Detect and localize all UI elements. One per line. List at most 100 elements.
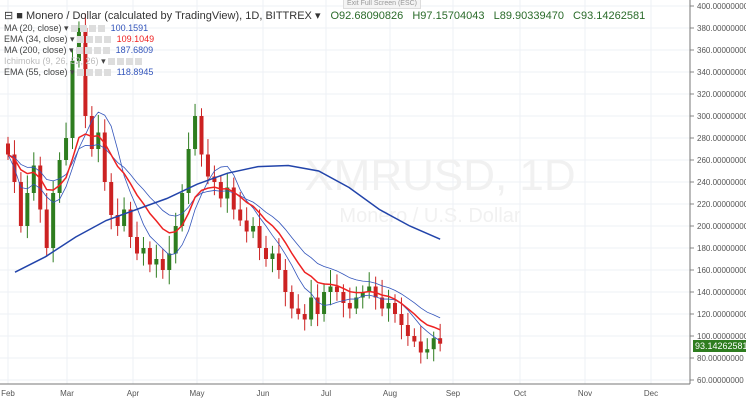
y-tick-label: 80.00000000: [697, 354, 744, 363]
candle-body: [51, 193, 56, 248]
add-icon[interactable]: [94, 69, 102, 77]
chart-legend: ⊟ ■ Monero / Dollar (calculated by Tradi…: [4, 10, 651, 78]
indicator-value: 100.1591: [110, 23, 149, 33]
close-icon[interactable]: [97, 25, 105, 33]
candle-body: [231, 187, 236, 210]
indicator-value: 109.1049: [116, 34, 155, 44]
candle-body: [102, 132, 107, 182]
candle-body: [83, 28, 88, 116]
candle-body: [238, 209, 243, 221]
candle-body: [64, 138, 69, 160]
last-price-tag: 93.14262581: [693, 340, 746, 352]
candle-body: [264, 248, 268, 259]
candle-body: [425, 349, 430, 353]
candle-body: [386, 303, 391, 309]
candle-body: [328, 286, 333, 292]
settings-icon[interactable]: [76, 69, 84, 77]
candle-body: [431, 338, 436, 350]
y-tick-label: 140.00000000: [697, 288, 746, 297]
candle-body: [70, 61, 75, 138]
close-icon[interactable]: [102, 47, 110, 55]
x-tick-label: Jun: [257, 389, 270, 398]
candle-body: [367, 286, 372, 292]
x-tick-label: Nov: [578, 389, 592, 398]
candle-body: [296, 308, 301, 314]
candle-body: [141, 248, 146, 254]
candle-body: [186, 149, 191, 193]
ema55-line: [7, 143, 441, 319]
candle-body: [283, 270, 288, 292]
candle-body: [412, 336, 417, 342]
candle-body: [276, 253, 281, 270]
visibility-icon[interactable]: [79, 25, 87, 33]
visibility-icon[interactable]: [84, 47, 92, 55]
y-tick-label: 300.00000000: [697, 112, 746, 121]
x-tick-label: Aug: [383, 389, 397, 398]
candle-body: [199, 116, 204, 155]
y-tick-label: 320.00000000: [697, 90, 746, 99]
y-tick-label: 380.00000000: [697, 24, 746, 33]
y-tick-label: 60.00000000: [697, 376, 744, 385]
candle-body: [147, 248, 152, 265]
settings-icon[interactable]: [107, 58, 115, 66]
candle-body: [109, 182, 114, 215]
close-icon[interactable]: [134, 58, 142, 66]
candle-body: [96, 132, 101, 149]
candle-body: [6, 143, 10, 155]
candle-body: [135, 237, 139, 254]
indicator-value: 187.6809: [115, 45, 154, 55]
settings-icon[interactable]: [70, 25, 78, 33]
indicator-row[interactable]: EMA (34, close) ▾ 109.1049: [4, 34, 155, 44]
candle-body: [173, 226, 178, 254]
x-tick-label: Mar: [60, 389, 74, 398]
indicator-label: Ichimoku (9, 26, 52, 26): [4, 56, 99, 66]
candle-body: [115, 215, 120, 226]
indicator-row[interactable]: MA (20, close) ▾ 100.1591: [4, 23, 149, 33]
candle-body: [334, 286, 339, 292]
watermark-name: Monero / U.S. Dollar: [339, 205, 521, 227]
indicator-value: 118.8945: [116, 67, 154, 77]
candle-body: [205, 154, 210, 177]
indicator-row[interactable]: EMA (55, close) ▾ 118.8945: [4, 67, 154, 77]
add-icon[interactable]: [88, 25, 96, 33]
candle-body: [354, 297, 359, 309]
candle-body: [154, 259, 159, 265]
candle-body: [122, 209, 127, 226]
high-value: H97.15704043: [412, 10, 485, 22]
visibility-icon[interactable]: [116, 58, 124, 66]
close-icon[interactable]: [103, 36, 111, 44]
x-tick-label: Dec: [644, 389, 658, 398]
visibility-icon[interactable]: [85, 69, 93, 77]
ema34-line: [7, 133, 441, 331]
symbol-title[interactable]: ⊟ ■ Monero / Dollar (calculated by Tradi…: [4, 10, 321, 22]
candle-body: [438, 338, 443, 344]
add-icon[interactable]: [94, 36, 102, 44]
close-icon[interactable]: [103, 69, 111, 77]
candle-body: [89, 116, 94, 149]
y-tick-label: 360.00000000: [697, 46, 746, 55]
y-tick-label: 400.00000000: [697, 2, 746, 11]
settings-icon[interactable]: [75, 47, 83, 55]
candle-body: [225, 187, 230, 199]
ma20-line: [7, 111, 441, 342]
candle-body: [418, 341, 423, 353]
indicator-label: EMA (34, close): [4, 34, 68, 44]
x-tick-label: Sep: [446, 389, 461, 398]
indicator-row[interactable]: MA (200, close) ▾ 187.6809: [4, 45, 154, 55]
candle-body: [270, 253, 275, 259]
settings-icon[interactable]: [76, 36, 84, 44]
visibility-icon[interactable]: [85, 36, 93, 44]
add-icon[interactable]: [125, 58, 133, 66]
add-icon[interactable]: [93, 47, 101, 55]
candle-body: [167, 253, 172, 270]
candle-body: [399, 314, 404, 325]
candle-body: [393, 303, 397, 314]
indicator-row[interactable]: Ichimoku (9, 26, 52, 26) ▾: [4, 56, 651, 67]
y-tick-label: 120.00000000: [697, 310, 746, 319]
y-tick-label: 280.00000000: [697, 134, 746, 143]
y-tick-label: 160.00000000: [697, 266, 746, 275]
candle-body: [405, 325, 410, 336]
candle-body: [218, 182, 223, 199]
exit-fullscreen-tooltip: Exit Full Screen (ESC): [343, 0, 422, 9]
